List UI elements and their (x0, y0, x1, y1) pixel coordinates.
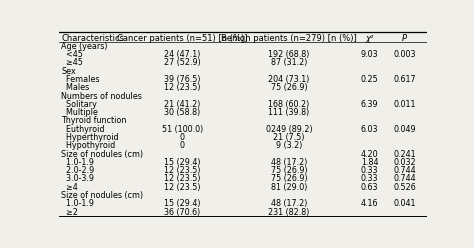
Text: 4.16: 4.16 (361, 199, 378, 208)
Text: <45: <45 (61, 50, 83, 59)
Text: 192 (68.8): 192 (68.8) (268, 50, 310, 59)
Text: 87 (31.2): 87 (31.2) (271, 58, 307, 67)
Text: 75 (26.9): 75 (26.9) (271, 174, 307, 184)
Text: 0.041: 0.041 (393, 199, 416, 208)
Text: 0.003: 0.003 (393, 50, 416, 59)
Text: 2.0-2.9: 2.0-2.9 (61, 166, 94, 175)
Text: 0.25: 0.25 (361, 75, 379, 84)
Text: Size of nodules (cm): Size of nodules (cm) (61, 191, 143, 200)
Text: Males: Males (61, 83, 89, 92)
Text: Benign patients (n=279) [n (%)]: Benign patients (n=279) [n (%)] (221, 33, 357, 42)
Text: 204 (73.1): 204 (73.1) (268, 75, 310, 84)
Text: 168 (60.2): 168 (60.2) (268, 100, 310, 109)
Text: χ²: χ² (365, 33, 374, 42)
Text: 9 (3.2): 9 (3.2) (276, 141, 302, 150)
Text: 1.0-1.9: 1.0-1.9 (61, 199, 94, 208)
Text: 0.241: 0.241 (393, 150, 416, 158)
Text: 75 (26.9): 75 (26.9) (271, 166, 307, 175)
Text: 231 (82.8): 231 (82.8) (268, 208, 310, 217)
Text: 15 (29.4): 15 (29.4) (164, 158, 201, 167)
Text: 0.617: 0.617 (393, 75, 416, 84)
Text: 0.744: 0.744 (393, 174, 416, 184)
Text: 0.526: 0.526 (393, 183, 416, 192)
Text: 0.744: 0.744 (393, 166, 416, 175)
Text: Solitary: Solitary (61, 100, 97, 109)
Text: Hyperthyroid: Hyperthyroid (61, 133, 118, 142)
Text: 27 (52.9): 27 (52.9) (164, 58, 201, 67)
Text: Size of nodules (cm): Size of nodules (cm) (61, 150, 143, 158)
Text: Numbers of nodules: Numbers of nodules (61, 92, 142, 100)
Text: Multiple: Multiple (61, 108, 98, 117)
Text: 75 (26.9): 75 (26.9) (271, 83, 307, 92)
Text: P: P (402, 33, 407, 42)
Text: 30 (58.8): 30 (58.8) (164, 108, 201, 117)
Text: ≥2: ≥2 (61, 208, 78, 217)
Text: 0: 0 (180, 133, 185, 142)
Text: 1.0-1.9: 1.0-1.9 (61, 158, 94, 167)
Text: Age (years): Age (years) (61, 42, 108, 51)
Text: 36 (70.6): 36 (70.6) (164, 208, 201, 217)
Text: 39 (76.5): 39 (76.5) (164, 75, 201, 84)
Text: 0.63: 0.63 (361, 183, 378, 192)
Text: 12 (23.5): 12 (23.5) (164, 83, 201, 92)
Text: Euthyroid: Euthyroid (61, 125, 105, 134)
Text: 48 (17.2): 48 (17.2) (271, 199, 307, 208)
Text: 81 (29.0): 81 (29.0) (271, 183, 307, 192)
Text: 0249 (89.2): 0249 (89.2) (265, 125, 312, 134)
Text: 12 (23.5): 12 (23.5) (164, 183, 201, 192)
Text: 21 (41.2): 21 (41.2) (164, 100, 201, 109)
Text: Females: Females (61, 75, 100, 84)
Text: 0: 0 (180, 141, 185, 150)
Text: 1.84: 1.84 (361, 158, 378, 167)
Text: 0.049: 0.049 (393, 125, 416, 134)
Text: 0.33: 0.33 (361, 174, 378, 184)
Text: 12 (23.5): 12 (23.5) (164, 174, 201, 184)
Text: 51 (100.0): 51 (100.0) (162, 125, 203, 134)
Text: Cancer patients (n=51) [n (%)]: Cancer patients (n=51) [n (%)] (117, 33, 247, 42)
Text: 12 (23.5): 12 (23.5) (164, 166, 201, 175)
Text: Thyroid function: Thyroid function (61, 116, 127, 125)
Text: Characteristics: Characteristics (61, 33, 124, 42)
Text: 0.032: 0.032 (393, 158, 416, 167)
Text: 6.03: 6.03 (361, 125, 378, 134)
Text: 15 (29.4): 15 (29.4) (164, 199, 201, 208)
Text: 6.39: 6.39 (361, 100, 378, 109)
Text: 9.03: 9.03 (361, 50, 378, 59)
Text: 4.20: 4.20 (361, 150, 378, 158)
Text: Sex: Sex (61, 67, 76, 76)
Text: 3.0-3.9: 3.0-3.9 (61, 174, 94, 184)
Text: Hypothyroid: Hypothyroid (61, 141, 115, 150)
Text: ≥45: ≥45 (61, 58, 83, 67)
Text: 48 (17.2): 48 (17.2) (271, 158, 307, 167)
Text: 0.33: 0.33 (361, 166, 378, 175)
Text: 111 (39.8): 111 (39.8) (268, 108, 310, 117)
Text: 24 (47.1): 24 (47.1) (164, 50, 201, 59)
Text: ≥4: ≥4 (61, 183, 78, 192)
Text: 21 (7.5): 21 (7.5) (273, 133, 305, 142)
Text: 0.011: 0.011 (393, 100, 416, 109)
